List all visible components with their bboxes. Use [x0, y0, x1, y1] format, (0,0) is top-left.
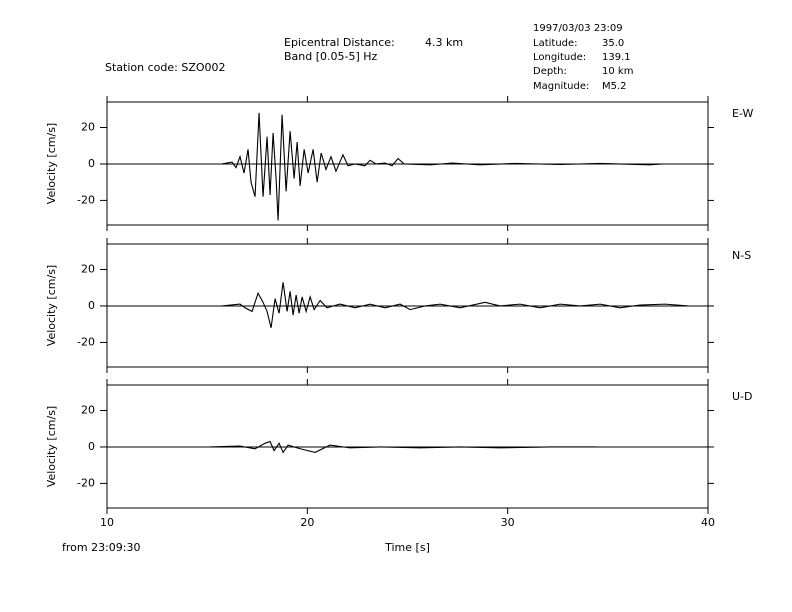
y-axis-label: Velocity [cm/s] [45, 406, 58, 487]
y-tick-label: -20 [77, 193, 95, 206]
y-tick-label: -20 [77, 476, 95, 489]
y-tick-label: 20 [81, 121, 95, 134]
component-label: E-W [732, 107, 753, 120]
datetime: 1997/03/03 23:09 [533, 23, 623, 34]
trace [221, 282, 689, 328]
param-value: 139.1 [602, 52, 631, 63]
param-label: Magnitude: [533, 81, 589, 92]
x-origin: from 23:09:30 [62, 541, 141, 554]
band: Band [0.05-5] Hz [284, 50, 378, 63]
y-axis-label: Velocity [cm/s] [45, 123, 58, 204]
param-label: Depth: [533, 66, 567, 77]
trace [209, 440, 597, 454]
param-value: M5.2 [602, 81, 627, 92]
x-tick-label: 30 [501, 516, 515, 529]
trace [221, 112, 663, 221]
y-tick-label: -20 [77, 335, 95, 348]
param-label: Longitude: [533, 52, 586, 63]
x-tick-label: 40 [701, 516, 715, 529]
param-value: 35.0 [602, 38, 624, 49]
y-axis-label: Velocity [cm/s] [45, 265, 58, 346]
param-label: Latitude: [533, 38, 578, 49]
y-tick-label: 20 [81, 404, 95, 417]
x-tick-label: 20 [300, 516, 314, 529]
station: Station code: SZO002 [105, 61, 226, 74]
y-tick-label: 20 [81, 263, 95, 276]
param-value: 10 km [602, 66, 633, 77]
x-axis-label: Time [s] [384, 541, 430, 554]
distance: 4.3 km [425, 36, 463, 49]
distance-label: Epicentral Distance: [284, 36, 395, 49]
x-tick-label: 10 [100, 516, 114, 529]
component-label: U-D [732, 390, 753, 403]
component-label: N-S [732, 249, 751, 262]
y-tick-label: 0 [88, 299, 95, 312]
y-tick-label: 0 [88, 440, 95, 453]
y-tick-label: 0 [88, 157, 95, 170]
